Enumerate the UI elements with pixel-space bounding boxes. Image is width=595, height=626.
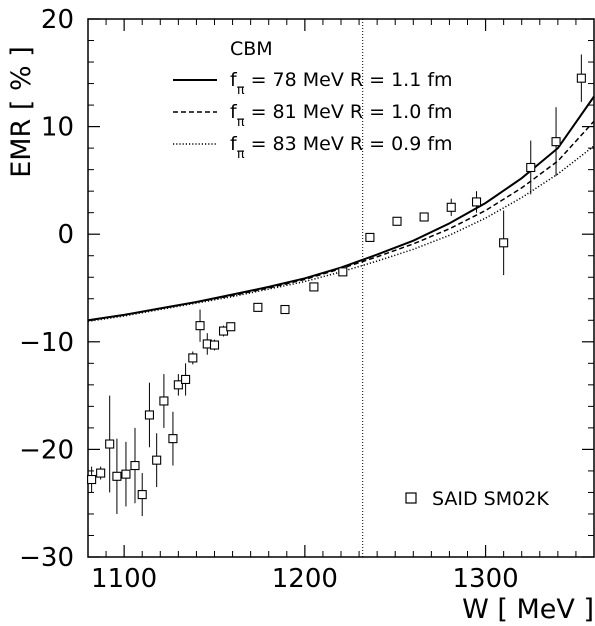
plot-frame bbox=[87, 18, 595, 558]
data-point bbox=[137, 490, 147, 500]
data-point bbox=[338, 267, 348, 277]
data-point bbox=[392, 216, 402, 226]
y-tick-label: 10 bbox=[41, 113, 74, 143]
legend-entry-label: fπ = 83 MeV R = 0.9 fm bbox=[230, 133, 453, 162]
data-point bbox=[209, 340, 220, 350]
legend-title: CBM bbox=[230, 38, 273, 60]
data-point bbox=[499, 238, 509, 248]
x-tick-label: 1300 bbox=[452, 564, 518, 594]
data-point bbox=[188, 353, 198, 363]
y-tick-label: −20 bbox=[19, 435, 74, 465]
y-tick-label: −30 bbox=[19, 543, 74, 573]
y-axis-title: EMR [ % ] bbox=[6, 46, 37, 178]
data-point bbox=[365, 232, 375, 242]
data-point bbox=[551, 137, 561, 147]
legend-entries: fπ = 78 MeV R = 1.1 fm fπ = 81 MeV R = 1.… bbox=[173, 69, 453, 162]
data-point bbox=[130, 460, 140, 471]
point-legend-marker bbox=[405, 492, 417, 504]
data-point bbox=[280, 304, 290, 315]
legend-entry-label: fπ = 78 MeV R = 1.1 fm bbox=[230, 69, 453, 98]
x-axis-title: W [ MeV ] bbox=[462, 594, 594, 625]
data-point bbox=[419, 212, 429, 222]
data-point bbox=[144, 410, 154, 420]
data-point bbox=[195, 321, 205, 331]
legend: CBM fπ = 78 MeV R = 1.1 fm fπ = 81 MeV R … bbox=[173, 38, 453, 162]
x-tick-label: 1200 bbox=[272, 564, 338, 594]
data-point bbox=[121, 469, 131, 479]
data-point bbox=[226, 322, 236, 332]
y-tick-label: −10 bbox=[19, 328, 74, 358]
data-point bbox=[152, 455, 162, 465]
data-point bbox=[105, 439, 115, 449]
y-tick-label: 0 bbox=[57, 220, 74, 250]
plot-frame-rect bbox=[87, 18, 595, 558]
model-curves bbox=[87, 95, 595, 323]
y-tick-label: 20 bbox=[41, 5, 74, 35]
data-point bbox=[173, 380, 183, 390]
x-tick-label: 1100 bbox=[91, 564, 157, 594]
legend-entry-label: fπ = 81 MeV R = 1.0 fm bbox=[230, 101, 453, 130]
point-legend: SAID SM02K bbox=[405, 488, 549, 510]
data-point bbox=[168, 434, 178, 444]
data-point bbox=[446, 202, 456, 212]
data-point bbox=[471, 197, 482, 207]
model-curve-solid bbox=[87, 95, 595, 322]
data-point bbox=[253, 302, 263, 312]
data-points bbox=[87, 54, 586, 517]
data-point bbox=[159, 396, 169, 406]
data-point bbox=[309, 282, 319, 292]
data-point bbox=[181, 374, 191, 385]
axis-ticks bbox=[87, 18, 595, 558]
tick-labels: 1100 1200 1300 −30 −20 −10 0 10 20 bbox=[19, 5, 519, 594]
data-point bbox=[576, 73, 586, 83]
data-point bbox=[526, 162, 536, 173]
data-point bbox=[87, 474, 97, 485]
data-point bbox=[96, 468, 106, 478]
model-curve-dotted bbox=[87, 145, 595, 323]
data-point bbox=[112, 471, 122, 481]
point-legend-label: SAID SM02K bbox=[432, 488, 549, 510]
